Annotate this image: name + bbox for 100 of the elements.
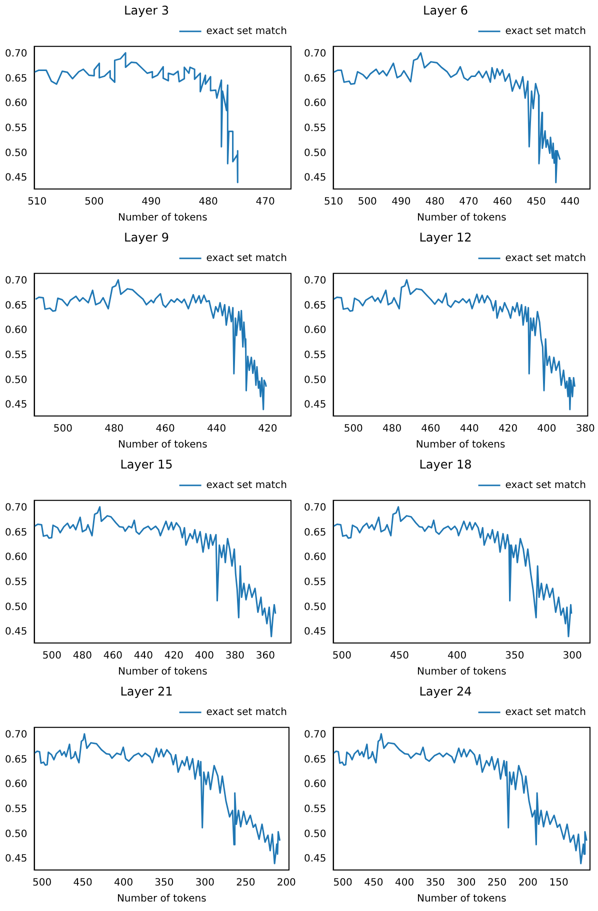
x-tick-label: 420 — [258, 424, 278, 435]
y-tick-label: 0.45 — [5, 400, 28, 411]
x-tick-label: 440 — [134, 650, 153, 662]
x-tick-label: 420 — [164, 650, 184, 662]
x-tick-label: 400 — [114, 878, 134, 889]
legend-label: exact set match — [206, 706, 288, 718]
y-tick-label: 0.60 — [304, 98, 326, 110]
chart-title: Layer 3 — [124, 3, 169, 18]
y-tick-label: 0.60 — [5, 325, 28, 336]
x-tick-label: 500 — [344, 424, 363, 435]
y-tick-label: 0.50 — [304, 602, 326, 613]
y-tick-label: 0.60 — [304, 325, 326, 336]
x-tick-label: 450 — [526, 196, 546, 208]
x-tick-label: 460 — [103, 650, 122, 662]
x-tick-label: 510 — [324, 196, 344, 208]
x-tick-label: 490 — [392, 196, 411, 208]
y-tick-label: 0.60 — [5, 98, 28, 110]
x-tick-label: 200 — [276, 878, 296, 889]
x-axis-title: Number of tokens — [116, 894, 206, 905]
x-tick-label: 250 — [236, 878, 256, 889]
x-tick-label: 380 — [225, 650, 244, 662]
y-tick-label: 0.70 — [304, 502, 326, 514]
x-tick-label: 500 — [332, 650, 352, 662]
y-tick-label: 0.45 — [5, 854, 28, 865]
x-tick-label: 420 — [498, 424, 518, 435]
x-tick-label: 360 — [256, 650, 275, 662]
y-tick-label: 0.70 — [5, 729, 28, 740]
x-tick-label: 460 — [421, 424, 440, 435]
y-tick-label: 0.65 — [304, 754, 326, 766]
x-tick-label: 300 — [562, 650, 582, 662]
x-tick-label: 470 — [256, 196, 275, 208]
y-tick-label: 0.55 — [5, 804, 28, 815]
x-tick-label: 480 — [425, 196, 444, 208]
chart-title: Layer 18 — [419, 457, 472, 472]
x-tick-label: 440 — [206, 424, 226, 435]
y-tick-label: 0.65 — [5, 300, 28, 312]
y-tick-label: 0.45 — [304, 854, 326, 865]
x-tick-label: 350 — [154, 878, 174, 889]
y-tick-label: 0.45 — [5, 172, 28, 184]
y-tick-label: 0.70 — [5, 275, 28, 286]
chart-title: Layer 6 — [423, 3, 468, 18]
x-tick-label: 450 — [364, 878, 384, 889]
y-tick-label: 0.50 — [304, 828, 326, 840]
x-axis-title: Number of tokens — [416, 440, 506, 451]
chart-title: Layer 21 — [120, 684, 173, 698]
x-tick-label: 300 — [456, 878, 476, 889]
x-tick-label: 500 — [358, 196, 377, 208]
x-tick-label: 400 — [448, 650, 467, 662]
y-tick-label: 0.70 — [5, 502, 28, 514]
x-tick-label: 480 — [382, 424, 402, 435]
legend-label: exact set match — [505, 480, 586, 491]
y-tick-label: 0.45 — [5, 626, 28, 638]
x-tick-label: 480 — [198, 196, 218, 208]
x-tick-label: 400 — [194, 650, 214, 662]
y-tick-label: 0.55 — [5, 122, 28, 134]
y-tick-label: 0.60 — [5, 779, 28, 790]
x-tick-label: 500 — [42, 650, 62, 662]
x-axis-title: Number of tokens — [118, 440, 208, 451]
x-tick-label: 510 — [28, 196, 47, 208]
y-tick-label: 0.50 — [304, 148, 326, 159]
y-tick-label: 0.65 — [5, 527, 28, 538]
x-tick-label: 300 — [195, 878, 214, 889]
y-tick-label: 0.55 — [5, 576, 28, 588]
x-tick-label: 350 — [505, 650, 524, 662]
x-tick-label: 450 — [390, 650, 410, 662]
y-tick-label: 0.50 — [5, 602, 28, 613]
x-tick-label: 440 — [460, 424, 479, 435]
legend-label: exact set match — [505, 252, 586, 264]
legend-label: exact set match — [206, 26, 288, 37]
chart-title: Layer 24 — [419, 684, 472, 698]
y-tick-label: 0.45 — [304, 400, 326, 411]
x-tick-label: 150 — [549, 878, 568, 889]
x-tick-label: 460 — [492, 196, 512, 208]
y-tick-label: 0.50 — [5, 374, 28, 386]
x-tick-label: 350 — [426, 878, 445, 889]
y-tick-label: 0.70 — [304, 48, 326, 60]
y-tick-label: 0.60 — [304, 552, 326, 564]
y-tick-label: 0.45 — [304, 172, 326, 184]
x-tick-label: 400 — [537, 424, 556, 435]
y-tick-label: 0.65 — [304, 300, 326, 312]
y-tick-label: 0.70 — [304, 275, 326, 286]
y-tick-label: 0.50 — [5, 828, 28, 840]
x-tick-label: 400 — [394, 878, 414, 889]
x-tick-label: 480 — [104, 424, 124, 435]
x-tick-label: 500 — [84, 196, 104, 208]
x-tick-label: 250 — [488, 878, 507, 889]
x-axis-title: Number of tokens — [416, 666, 506, 678]
x-tick-label: 440 — [560, 196, 580, 208]
x-axis-title: Number of tokens — [416, 894, 506, 905]
y-tick-label: 0.70 — [5, 48, 28, 60]
legend-label: exact set match — [505, 26, 586, 37]
chart-title: Layer 9 — [124, 230, 169, 244]
x-axis-title: Number of tokens — [118, 666, 208, 678]
y-tick-label: 0.65 — [5, 73, 28, 84]
chart-title: Layer 15 — [120, 457, 173, 472]
y-tick-label: 0.65 — [304, 73, 326, 84]
legend-label: exact set match — [206, 480, 288, 491]
y-tick-label: 0.55 — [304, 804, 326, 815]
legend-label: exact set match — [505, 706, 586, 718]
x-tick-label: 450 — [73, 878, 92, 889]
